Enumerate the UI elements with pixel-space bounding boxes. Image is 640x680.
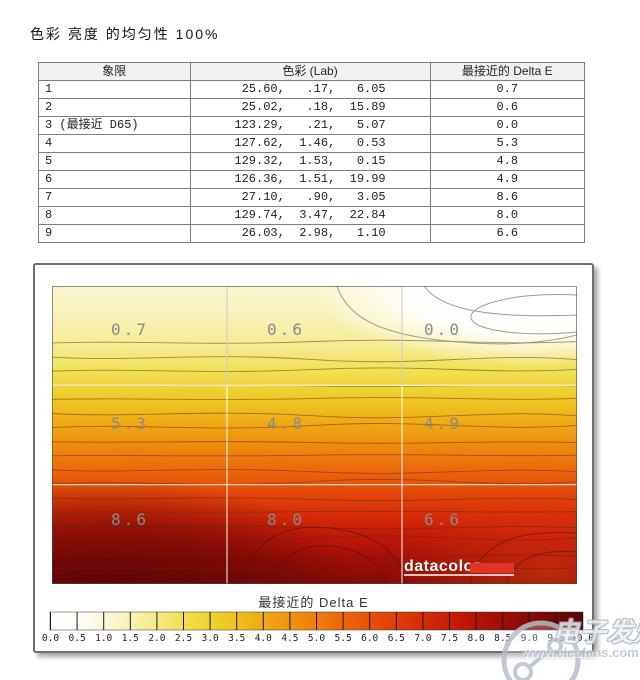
uniformity-table: 象限 色彩 (Lab) 最接近的 Delta E 1 25.60, .17, 6… (38, 62, 586, 243)
delta-e-cell: 0.6 (429, 98, 586, 117)
lab-cell: 123.29, .21, 5.07 (189, 116, 431, 135)
delta-e-cell: 5.3 (429, 134, 586, 153)
cell-label-5: 4.8 (267, 414, 305, 433)
datacolor-logo-bar (470, 563, 514, 573)
table-row: 3 (最接近 D65) 123.29, .21, 5.07 0.0 (38, 116, 586, 135)
colorbar-tick-label: 3.0 (202, 633, 219, 644)
heatmap-min-region (315, 286, 577, 366)
datacolor-logo-text: datacolor (404, 558, 481, 575)
lab-cell: 126.36, 1.51, 19.99 (189, 170, 431, 189)
quadrant-cell: 1 (38, 80, 191, 99)
table-row: 7 27.10, .90, 3.05 8.6 (38, 188, 586, 207)
colorbar-tick-label: 2.0 (148, 633, 165, 644)
delta-e-cell: 0.7 (429, 80, 586, 99)
quadrant-cell: 6 (38, 170, 191, 189)
watermark-site-url: www.elecfans.com (523, 645, 639, 660)
table-row: 2 25.02, .18, 15.89 0.6 (38, 98, 586, 117)
heatmap-max-region (52, 480, 362, 584)
delta-e-cell: 8.0 (429, 206, 586, 225)
lab-cell: 25.60, .17, 6.05 (189, 80, 431, 99)
colorbar-tick-label: 6.5 (388, 633, 405, 644)
cell-label-3: 0.0 (424, 320, 462, 339)
delta-e-cell: 0.0 (429, 116, 586, 135)
quadrant-cell: 7 (38, 188, 191, 207)
cell-label-6: 4.9 (424, 414, 462, 433)
colorbar-tick-label: 4.5 (281, 633, 298, 644)
colorbar-tick-label: 6.0 (361, 633, 378, 644)
delta-e-cell: 6.6 (429, 224, 586, 243)
colorbar-title: 最接近的 Delta E (258, 595, 369, 610)
table-row: 8 129.74, 3.47, 22.84 8.0 (38, 206, 586, 225)
table-header-row: 象限 色彩 (Lab) 最接近的 Delta E (38, 62, 586, 81)
colorbar-tick-label: 10.0 (571, 633, 594, 644)
delta-e-cell: 8.6 (429, 188, 586, 207)
colorbar-tick-label: 4.0 (255, 633, 272, 644)
colorbar-tick-label: 9.0 (521, 633, 538, 644)
lab-cell: 129.74, 3.47, 22.84 (189, 206, 431, 225)
lab-cell: 129.32, 1.53, 0.15 (189, 152, 431, 171)
uniformity-chart-panel: 0.7 0.6 0.0 5.3 4.8 4.9 8.6 8.0 6.6 data… (33, 263, 594, 653)
cell-label-9: 6.6 (424, 510, 462, 529)
colorbar-tick-label: 5.5 (335, 633, 352, 644)
elecfans-logo-icon (501, 620, 581, 680)
cell-label-1: 0.7 (111, 320, 149, 339)
page-title: 色彩 亮度 的均匀性 100% (30, 26, 220, 42)
colorbar-tick-label: 3.5 (228, 633, 245, 644)
lab-cell: 27.10, .90, 3.05 (189, 188, 431, 207)
delta-e-cell: 4.9 (429, 170, 586, 189)
contour-lines-top (336, 286, 577, 345)
colorbar-tick-label: 8.0 (468, 633, 485, 644)
cell-label-2: 0.6 (267, 320, 305, 339)
cell-label-8: 8.0 (267, 510, 305, 529)
col-header-delta-e: 最接近的 Delta E (429, 62, 586, 81)
lab-cell: 26.03, 2.98, 1.10 (189, 224, 431, 243)
colorbar-tick-label: 7.5 (441, 633, 458, 644)
watermark-site-name: 电子发烧友 (553, 617, 640, 647)
cell-label-4: 5.3 (111, 414, 149, 433)
colorbar-tick-label: 2.5 (175, 633, 192, 644)
colorbar-tick-label: 0.0 (42, 633, 59, 644)
quadrant-cell: 9 (38, 224, 191, 243)
colorbar-tick-label: 8.5 (494, 633, 511, 644)
table-row: 5 129.32, 1.53, 0.15 4.8 (38, 152, 586, 171)
lab-cell: 127.62, 1.46, 0.53 (189, 134, 431, 153)
quadrant-cell: 8 (38, 206, 191, 225)
colorbar-tick-label: 1.0 (95, 633, 112, 644)
delta-e-cell: 4.8 (429, 152, 586, 171)
lab-cell: 25.02, .18, 15.89 (189, 98, 431, 117)
measurement-grid-lines (52, 286, 577, 584)
quadrant-cell: 2 (38, 98, 191, 117)
col-header-lab: 色彩 (Lab) (189, 62, 431, 81)
cell-label-7: 8.6 (111, 510, 149, 529)
measurement-grid-lines-top (226, 286, 403, 385)
table-row: 6 126.36, 1.51, 19.99 4.9 (38, 170, 586, 189)
table-row: 4 127.62, 1.46, 0.53 5.3 (38, 134, 586, 153)
col-header-quadrant: 象限 (38, 62, 191, 81)
delta-e-heatmap: 0.7 0.6 0.0 5.3 4.8 4.9 8.6 8.0 6.6 data… (52, 286, 577, 584)
table-row: 1 25.60, .17, 6.05 0.7 (38, 80, 586, 99)
colorbar-tick-label: 0.5 (69, 633, 86, 644)
colorbar-tick-label: 7.0 (414, 633, 431, 644)
watermark: 电子发烧友 www.elecfans.com (495, 606, 640, 680)
datacolor-logo: datacolor (404, 558, 514, 576)
quadrant-cell: 5 (38, 152, 191, 171)
colorbar-tick-label: 1.5 (122, 633, 139, 644)
quadrant-cell: 4 (38, 134, 191, 153)
table-row: 9 26.03, 2.98, 1.10 6.6 (38, 224, 586, 243)
colorbar-tick-label: 5.0 (308, 633, 325, 644)
quadrant-cell: 3 (最接近 D65) (38, 116, 191, 135)
